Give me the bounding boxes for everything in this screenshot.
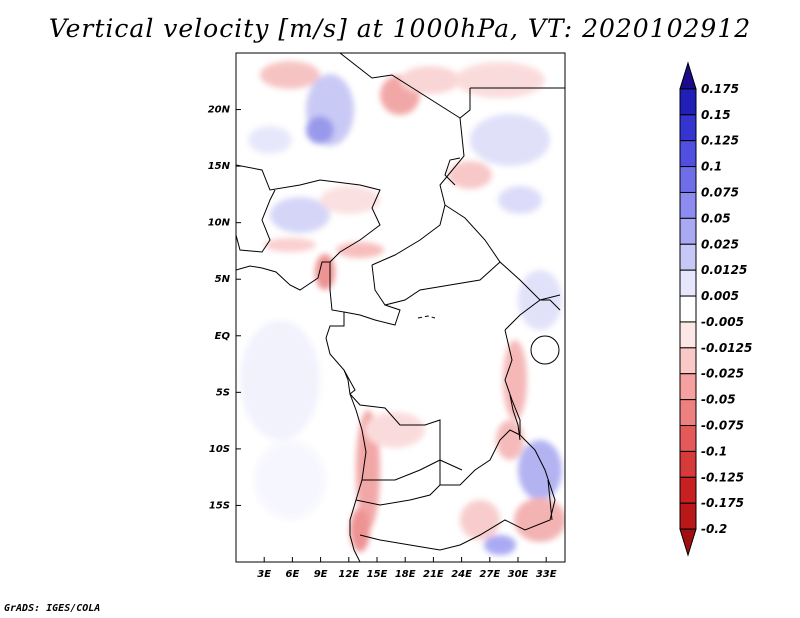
lat-tick-label: 15S (209, 500, 230, 511)
border-lines-12 (459, 88, 471, 119)
border-lines-8 (439, 429, 521, 486)
colorbar-swatch (679, 88, 697, 116)
lon-tick-label: 12E (338, 569, 359, 580)
colorbar-swatch (679, 373, 697, 401)
colorbar-label: 0.15 (701, 108, 731, 122)
lon-tick-label: 6E (286, 569, 300, 580)
colorbar-label: 0.05 (701, 211, 731, 225)
colorbar-label: -0.125 (701, 470, 744, 484)
colorbar-label: 0.025 (701, 237, 739, 251)
colorbar-swatch (679, 399, 697, 427)
colorbar-swatch (679, 321, 697, 349)
coastline-west (236, 261, 367, 562)
boundaries (236, 53, 565, 562)
border-lines-6 (343, 304, 401, 326)
lat-tick-label: 15N (208, 161, 231, 172)
colorbar-label: -0.05 (701, 393, 736, 407)
lon-tick-label: 24E (451, 569, 472, 580)
colorbar-swatch (679, 347, 697, 375)
lon-tick-label: 33E (536, 569, 557, 580)
lat-tick-label: 5S (216, 387, 230, 398)
colorbar-swatch (679, 191, 697, 219)
colorbar-swatch (679, 243, 697, 271)
colorbar-swatch (679, 269, 697, 297)
lake-malawi (547, 479, 553, 521)
colorbar-label: -0.075 (701, 419, 744, 433)
border-lines-3 (236, 189, 276, 253)
lon-tick-label: 3E (257, 569, 271, 580)
colorbar-swatch (679, 450, 697, 478)
border-lines-5 (371, 261, 501, 306)
lon-tick-label: 21E (423, 569, 444, 580)
lon-tick-label: 30E (508, 569, 529, 580)
lon-tick-label: 9E (314, 569, 328, 580)
lon-tick-label: 18E (395, 569, 416, 580)
colorbar-label: -0.175 (701, 496, 744, 510)
lat-tick-label: 20N (208, 105, 231, 116)
colorbar-label: 0.075 (701, 185, 739, 199)
colorbar-swatch (679, 476, 697, 504)
colorbar-swatch (679, 61, 697, 90)
colorbar-label: -0.0125 (701, 341, 752, 355)
border-lines-16 (444, 157, 461, 186)
lon-tick-label: 27E (479, 569, 500, 580)
colorbar-label: 0.125 (701, 134, 739, 148)
colorbar-label: 0.0125 (701, 263, 747, 277)
lake-victoria (530, 335, 560, 365)
border-lines-4 (371, 204, 446, 266)
border-lines-15 (359, 434, 556, 551)
lon-tick-label: 15E (367, 569, 388, 580)
colorbar-swatch (679, 528, 697, 557)
colorbar-swatch (679, 140, 697, 168)
colorbar-label: 0.005 (701, 289, 739, 303)
border-lines-7 (343, 369, 463, 471)
colorbar-label: 0.175 (701, 82, 739, 96)
lake-dashes (417, 315, 436, 319)
colorbar-label: -0.1 (701, 444, 727, 458)
colorbar-swatch (679, 295, 697, 323)
border-lines-9 (362, 459, 441, 481)
colorbar-swatch (679, 166, 697, 193)
border-lines-13 (504, 299, 561, 331)
lat-ticks: 20N 15N 10N 5N EQ 5S 10S 15S (208, 105, 241, 511)
colorbar-swatch (679, 425, 697, 452)
colorbar-label: -0.005 (701, 315, 744, 329)
lon-ticks: 3E 6E 9E 12E 15E 18E 21E 24E 27E 30E 33E (257, 557, 557, 580)
map-frame (235, 52, 566, 563)
lat-tick-label: EQ (215, 331, 231, 342)
map-title: Vertical velocity [m/s] at 1000hPa, VT: … (48, 14, 752, 43)
lat-tick-label: 10N (208, 218, 231, 229)
colorbar: 0.175 0.15 0.125 0.1 0.075 0.05 0.025 0.0125 0.0… (679, 61, 752, 557)
colorbar-swatch (679, 502, 697, 530)
lake-tanganyika (509, 394, 521, 441)
border-lines-14 (504, 329, 521, 435)
colorbar-label: -0.2 (701, 522, 727, 536)
colorbar-swatch (679, 217, 697, 245)
lat-tick-label: 5N (215, 274, 231, 285)
lat-tick-label: 10S (209, 444, 230, 455)
grads-credit: GrADS: IGES/COLA (4, 603, 101, 614)
colorbar-swatch (679, 114, 697, 142)
border-lines (236, 164, 381, 263)
border-lines-10 (355, 484, 441, 506)
colorbar-label: 0.1 (701, 160, 722, 174)
colorbar-label: -0.025 (701, 367, 744, 381)
